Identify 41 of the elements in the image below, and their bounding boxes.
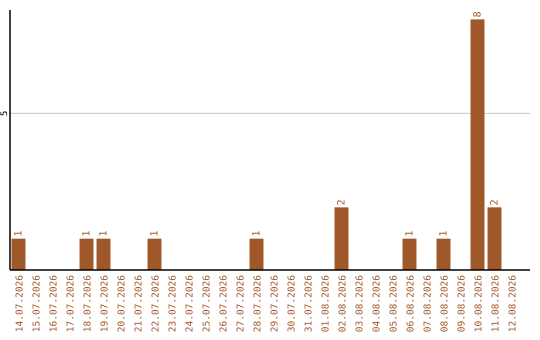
data-label: 1 (252, 230, 262, 237)
x-tick-label: 10.08.2026 (474, 274, 484, 332)
x-tick-label: 03.08.2026 (354, 274, 366, 332)
x-tick-label: 09.08.2026 (456, 274, 468, 332)
x-tick-label: 05.08.2026 (388, 274, 400, 332)
x-tick-label: 08.08.2026 (440, 274, 450, 332)
x-tick-label: 29.07.2026 (270, 274, 280, 332)
data-label: 8 (472, 11, 484, 18)
data-label: 1 (98, 230, 110, 237)
x-tick-label: 25.07.2026 (202, 274, 212, 332)
x-tick-label: 23.07.2026 (168, 274, 178, 332)
data-label: 2 (336, 199, 348, 206)
x-tick-label: 27.07.2026 (236, 274, 246, 332)
x-tick-label: 01.08.2026 (320, 274, 332, 332)
data-label: 2 (490, 199, 500, 206)
data-label: 1 (14, 230, 24, 237)
x-tick-label: 19.07.2026 (100, 274, 110, 332)
x-tick-label: 21.07.2026 (134, 274, 144, 332)
x-tick-label: 07.08.2026 (422, 274, 434, 332)
x-tick-label: 06.08.2026 (406, 274, 416, 332)
x-tick-label: 31.07.2026 (304, 274, 314, 332)
x-tick-label: 15.07.2026 (32, 274, 42, 332)
x-tick-label: 11.08.2026 (490, 274, 502, 332)
x-tick-label: 14.07.2026 (14, 274, 26, 332)
x-tick-label: 28.07.2026 (252, 274, 264, 332)
x-tick-label: 12.08.2026 (508, 274, 518, 332)
y-tick-label: 5 (0, 110, 10, 116)
x-tick-label: 02.08.2026 (338, 274, 348, 332)
x-tick-label: 16.07.2026 (48, 274, 60, 332)
data-label: 1 (438, 230, 450, 237)
x-tick-label: 17.07.2026 (66, 274, 76, 332)
data-label: 1 (82, 230, 92, 237)
x-tick-label: 04.08.2026 (372, 274, 382, 332)
x-tick-label: 24.07.2026 (184, 274, 196, 332)
x-tick-label: 22.07.2026 (150, 274, 162, 332)
x-tick-label: 20.07.2026 (116, 274, 128, 332)
data-label: 1 (150, 230, 160, 237)
x-tick-label: 18.07.2026 (82, 274, 94, 332)
x-tick-label: 30.07.2026 (286, 274, 298, 332)
data-label: 1 (404, 230, 416, 237)
x-tick-label: 26.07.2026 (218, 274, 230, 332)
